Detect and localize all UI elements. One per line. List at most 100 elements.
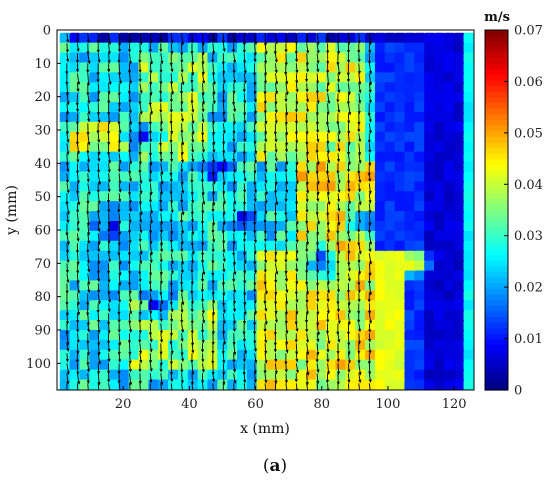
heatmap-cell [404,349,416,361]
heatmap-cell [99,32,111,44]
heatmap-cell [276,72,288,84]
heatmap-cell [118,171,130,183]
heatmap-cell [187,62,199,74]
heatmap-cell [365,310,377,322]
heatmap-cell [404,260,416,272]
velocity-vector [232,143,237,154]
heatmap-cell [168,250,180,262]
velocity-vector [347,133,351,146]
velocity-vector [222,73,226,84]
velocity-vector [66,133,70,144]
velocity-vector [181,253,185,266]
velocity-vector [316,93,320,105]
heatmap-cell [177,320,189,332]
heatmap-cell [443,349,455,361]
colorbar-segment [485,181,508,189]
velocity-vector [87,133,91,146]
heatmap-cell [296,151,308,163]
heatmap-cell [237,359,249,371]
heatmap-cell [365,171,377,183]
heatmap-cell [89,121,101,134]
heatmap-cell [148,201,160,213]
velocity-vector [212,83,216,96]
velocity-vector [357,33,361,44]
heatmap-cell [118,72,130,84]
velocity-vector [243,63,247,75]
velocity-vector [264,53,268,65]
heatmap-cell [168,300,180,312]
heatmap-cell [227,201,239,213]
heatmap-cell [89,250,101,262]
heatmap-cell [325,161,337,173]
heatmap-cell [227,280,239,292]
heatmap-cell [414,102,426,114]
velocity-vector [149,183,153,196]
velocity-vector [160,113,164,125]
heatmap-cell [187,329,199,342]
heatmap-cell [276,339,288,351]
velocity-vector [325,323,330,335]
velocity-vector [149,73,153,86]
velocity-vector [170,383,174,390]
velocity-vector [254,183,258,194]
heatmap-cell [217,201,229,213]
velocity-vector [368,73,373,86]
heatmap-cell [345,240,357,252]
heatmap-cell [276,92,288,104]
heatmap-cell [227,339,239,351]
velocity-vector [305,83,309,93]
velocity-vector [295,223,299,234]
heatmap-cell [276,52,288,64]
heatmap-cell [69,240,81,252]
colorbar-segment [485,243,508,250]
velocity-vector [107,113,111,125]
velocity-vector [96,73,100,83]
heatmap-cell [374,121,386,134]
colorbar-tick-label: 0.06 [514,75,543,90]
velocity-vector [118,193,122,203]
heatmap-cell [197,211,209,223]
heatmap-cell [365,211,377,223]
heatmap-cell [99,329,111,342]
velocity-vector [181,293,185,306]
heatmap-cell [365,111,377,124]
velocity-vector [202,383,204,390]
velocity-vector [75,243,80,254]
heatmap-cell [187,290,199,302]
velocity-vector [316,53,320,64]
velocity-vector [326,243,330,254]
heatmap-cell [394,310,406,322]
colorbar-segment [485,300,508,307]
velocity-vector [253,43,257,56]
velocity-vector [128,93,132,104]
heatmap-cell [365,290,377,302]
heatmap-cell [217,82,229,94]
heatmap-cell [266,111,278,124]
heatmap-cell [177,151,189,163]
heatmap-cell [296,102,308,114]
colorbar-unit: m/s [484,10,510,25]
heatmap-cell [158,131,170,143]
velocity-vector [87,183,91,196]
heatmap-cell [335,92,347,104]
heatmap-cell [59,102,71,114]
velocity-vector [358,143,362,156]
heatmap-cell [384,181,396,193]
velocity-vector [139,243,143,255]
velocity-vector [274,303,278,315]
heatmap-cell [434,131,446,143]
velocity-vector [75,353,79,364]
velocity-vector [128,353,132,365]
heatmap-cell [128,42,140,54]
velocity-vector [76,43,80,53]
colorbar-tick-label: 0.03 [514,229,543,244]
velocity-vector [295,243,299,255]
heatmap-cell [384,111,396,124]
velocity-vector [201,183,205,196]
velocity-vector [367,293,371,303]
velocity-vector [96,203,100,214]
heatmap-cell [365,191,377,203]
heatmap-cell [365,72,377,84]
velocity-vector [326,343,330,353]
velocity-vector [65,43,69,54]
